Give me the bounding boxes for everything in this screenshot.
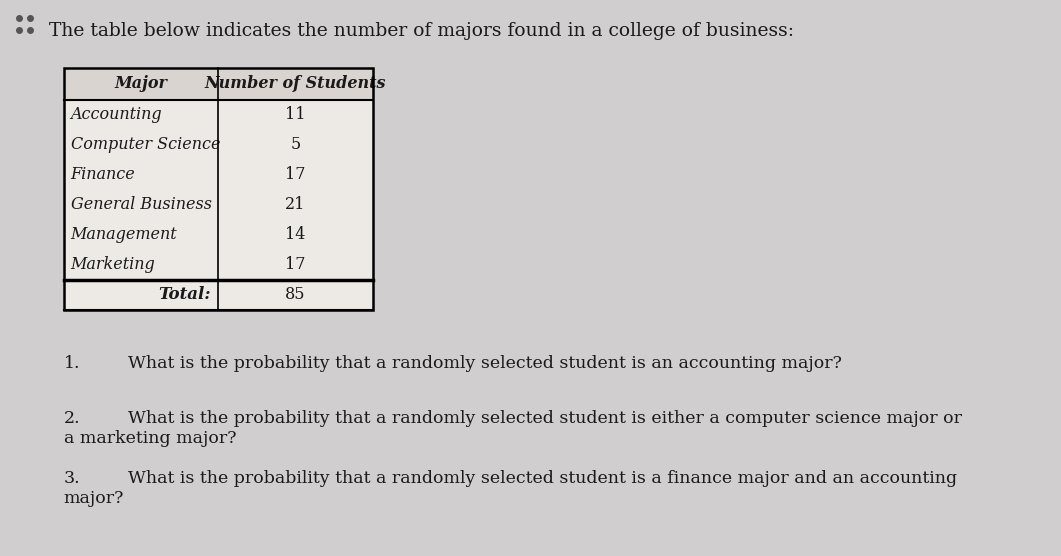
Bar xyxy=(64,68,372,310)
Text: 3.: 3. xyxy=(64,470,81,487)
Text: 14: 14 xyxy=(285,226,306,242)
Text: 2.: 2. xyxy=(64,410,81,427)
Text: 17: 17 xyxy=(285,166,306,182)
Text: Marketing: Marketing xyxy=(71,256,155,272)
Text: 11: 11 xyxy=(285,106,306,122)
Text: Management: Management xyxy=(71,226,177,242)
Text: What is the probability that a randomly selected student is either a computer sc: What is the probability that a randomly … xyxy=(128,410,962,427)
Text: Number of Students: Number of Students xyxy=(205,75,386,92)
Text: 5: 5 xyxy=(291,136,300,152)
Bar xyxy=(64,68,372,310)
Text: What is the probability that a randomly selected student is a finance major and : What is the probability that a randomly … xyxy=(128,470,957,487)
Text: 21: 21 xyxy=(285,196,306,212)
Text: Finance: Finance xyxy=(71,166,136,182)
Text: major?: major? xyxy=(64,490,124,507)
Text: 17: 17 xyxy=(285,256,306,272)
Text: 85: 85 xyxy=(285,285,306,302)
Text: a marketing major?: a marketing major? xyxy=(64,430,237,447)
Text: Major: Major xyxy=(115,75,168,92)
Text: General Business: General Business xyxy=(71,196,211,212)
Text: Accounting: Accounting xyxy=(71,106,162,122)
Text: Computer Science: Computer Science xyxy=(71,136,220,152)
Text: 1.: 1. xyxy=(64,355,80,372)
Text: What is the probability that a randomly selected student is an accounting major?: What is the probability that a randomly … xyxy=(128,355,842,372)
Text: The table below indicates the number of majors found in a college of business:: The table below indicates the number of … xyxy=(49,22,794,40)
Bar xyxy=(64,68,372,100)
Text: Total:: Total: xyxy=(158,285,211,302)
